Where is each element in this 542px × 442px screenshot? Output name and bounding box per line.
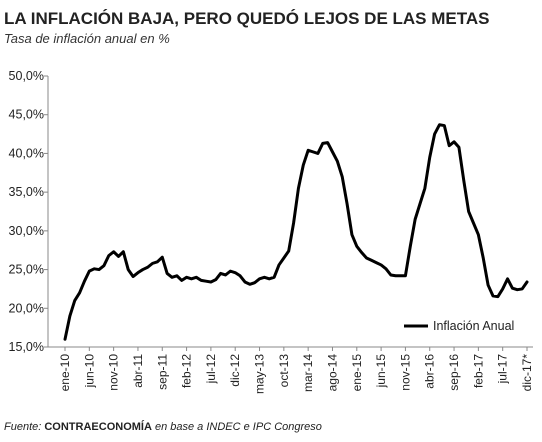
y-tick-label: 25,0% <box>9 263 44 277</box>
chart-subtitle: Tasa de inflación anual en % <box>4 31 170 46</box>
x-tick-label: ago-14 <box>325 354 339 392</box>
y-tick-label: 50,0% <box>9 69 44 83</box>
x-tick-label: ene-15 <box>350 354 364 392</box>
x-tick-label: mar-14 <box>301 354 315 392</box>
x-tick-label: feb-12 <box>180 354 194 388</box>
footer: Fuente: CONTRAECONOMÍA en base a INDEC e… <box>4 420 322 433</box>
chart-title: LA INFLACIÓN BAJA, PERO QUEDÓ LEJOS DE L… <box>4 9 489 28</box>
footer-prefix: Fuente: <box>4 421 44 433</box>
x-tick-label: jun-15 <box>374 354 388 389</box>
x-tick-label: abr-11 <box>131 354 145 388</box>
x-tick-label: sep-11 <box>155 354 169 390</box>
y-tick-label: 45,0% <box>9 108 44 122</box>
y-tick-label: 15,0% <box>9 340 44 354</box>
x-tick-label: nov-10 <box>107 354 121 391</box>
x-tick-label: oct-13 <box>277 354 291 388</box>
x-tick-label: ene-10 <box>58 354 72 392</box>
x-tick-label: jul-12 <box>204 354 218 385</box>
x-tick-label: dic-12 <box>228 354 242 387</box>
x-tick-label: jun-10 <box>82 354 96 389</box>
x-tick-label: sep-16 <box>447 354 461 391</box>
x-tick-label: may-13 <box>253 354 267 394</box>
y-tick-label: 20,0% <box>9 301 44 315</box>
footer-suffix: en base a INDEC e IPC Congreso <box>152 421 322 433</box>
x-tick-label: feb-17 <box>471 354 485 388</box>
y-tick-label: 30,0% <box>9 224 44 238</box>
x-tick-label: jul-17 <box>496 354 510 385</box>
x-tick-label: dic-17* <box>520 354 534 392</box>
footer-source: CONTRAECONOMÍA <box>44 420 152 433</box>
x-tick-label: nov-15 <box>398 354 412 391</box>
y-tick-label: 35,0% <box>9 185 44 199</box>
legend-label: Inflación Anual <box>433 319 514 333</box>
series-line <box>63 123 529 341</box>
y-tick-label: 40,0% <box>9 146 44 160</box>
x-tick-label: abr-16 <box>423 354 437 389</box>
